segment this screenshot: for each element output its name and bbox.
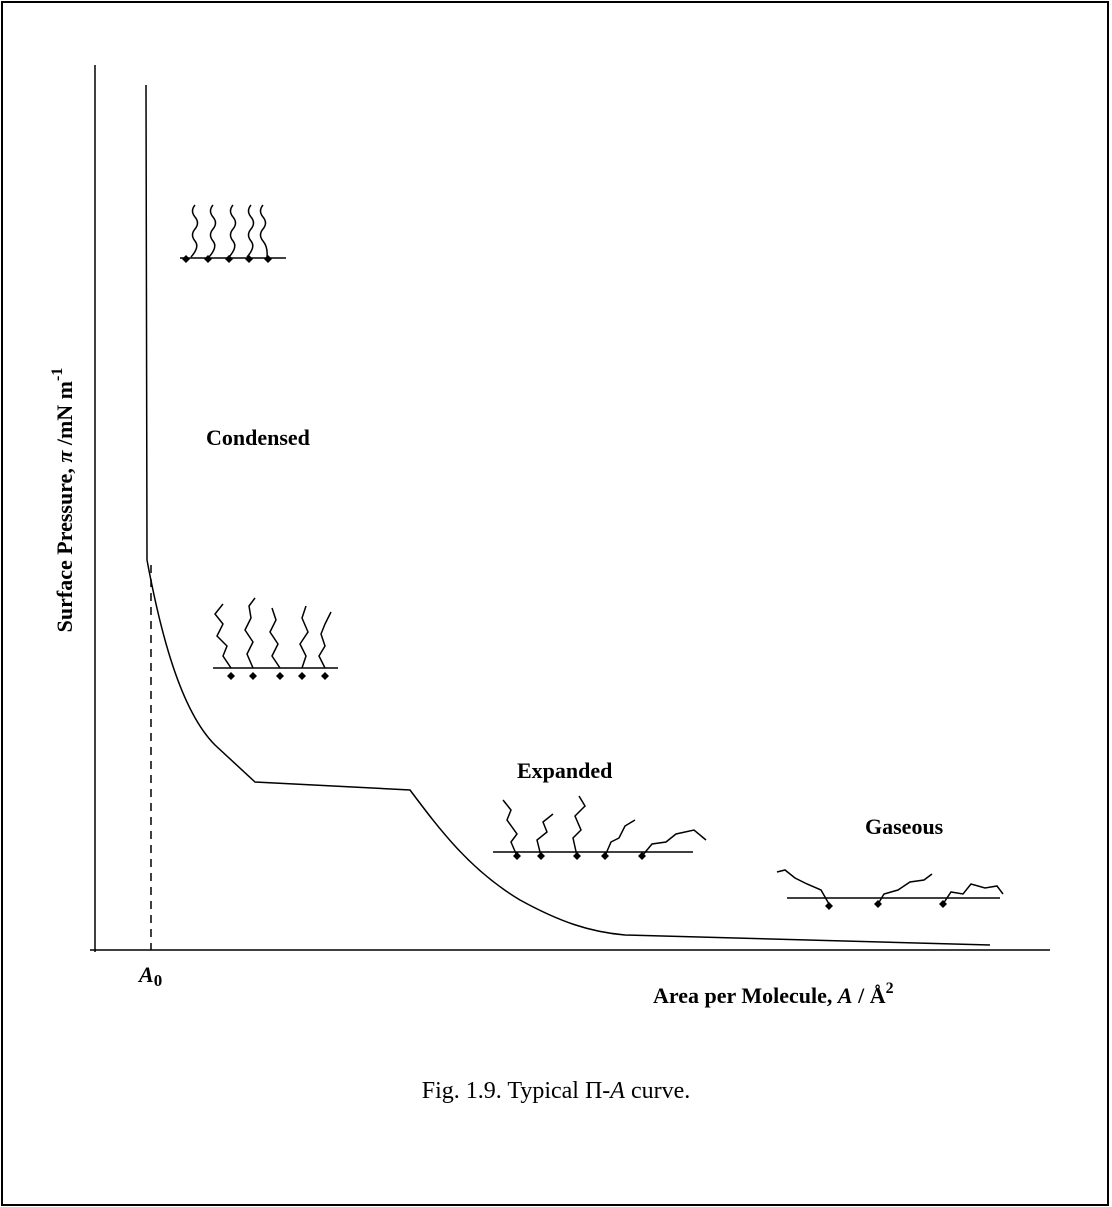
phase-label: Expanded <box>517 758 612 783</box>
y-label-text: Surface Pressure, <box>52 463 77 633</box>
x-axis-label: Area per Molecule, A / Å2 <box>653 980 894 1008</box>
x-label-symbol: A <box>836 983 853 1008</box>
origin-subscript: 0 <box>154 971 163 990</box>
caption-text: Fig. 1.9. Typical Π- <box>422 1078 611 1104</box>
x-label-exponent: 2 <box>886 980 894 997</box>
phase-label: Condensed <box>206 425 310 450</box>
y-axis-label: Surface Pressure, π /mN m-1 <box>49 368 77 633</box>
phase-label: Gaseous <box>865 814 944 839</box>
caption: Fig. 1.9. Typical Π-A curve. <box>422 1078 691 1104</box>
pi-a-curve <box>146 85 990 945</box>
expanded-molecules <box>493 796 706 860</box>
y-label-unit: /mN m <box>52 381 77 451</box>
origin-symbol: A <box>137 962 154 987</box>
frame <box>2 2 1108 1205</box>
gaseous-molecules <box>777 870 1003 910</box>
caption-symbol: A <box>608 1078 625 1104</box>
origin-label: A0 <box>137 962 162 990</box>
x-label-text: Area per Molecule, <box>653 983 838 1008</box>
figure: Condensed Expanded Gaseous A0 Area per M… <box>0 0 1112 1207</box>
y-label-exponent: -1 <box>49 368 66 381</box>
liquid-molecules <box>213 598 338 680</box>
caption-suffix: curve. <box>625 1078 690 1104</box>
condensed-molecules <box>180 205 286 263</box>
x-label-unit: / Å <box>853 983 886 1008</box>
